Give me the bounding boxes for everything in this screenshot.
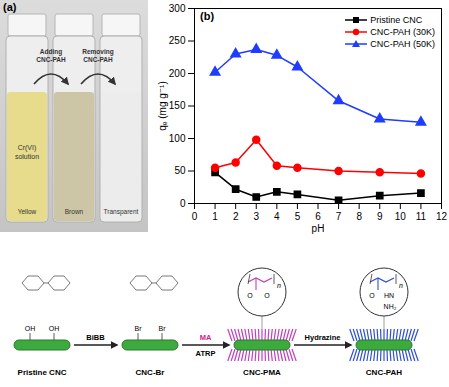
- svg-text:ATRP: ATRP: [196, 349, 216, 358]
- svg-text:pH: pH: [312, 223, 325, 234]
- svg-text:11: 11: [416, 211, 427, 222]
- svg-text:10: 10: [395, 211, 407, 222]
- svg-text:OH: OH: [25, 325, 36, 332]
- svg-text:CNC-PMA: CNC-PMA: [243, 368, 281, 377]
- svg-text:7: 7: [336, 211, 342, 222]
- svg-text:qₑ (mg g⁻¹): qₑ (mg g⁻¹): [157, 81, 168, 131]
- svg-text:Yellow: Yellow: [18, 208, 37, 215]
- html-text:(b): (b): [200, 10, 214, 22]
- svg-text:100: 100: [169, 133, 186, 144]
- svg-text:Adding: Adding: [40, 48, 62, 56]
- svg-text:150: 150: [169, 100, 186, 111]
- svg-text:CNC-Br: CNC-Br: [136, 368, 165, 377]
- svg-text:n: n: [277, 282, 281, 289]
- svg-text:Hydrazine: Hydrazine: [305, 333, 341, 342]
- svg-text:NH₂: NH₂: [384, 303, 397, 310]
- svg-text:MA: MA: [200, 333, 212, 342]
- svg-text:50: 50: [174, 165, 186, 176]
- svg-text:CNC-PAH: CNC-PAH: [36, 56, 66, 63]
- svg-text:200: 200: [169, 68, 186, 79]
- svg-text:(a): (a): [3, 1, 17, 13]
- svg-text:12: 12: [436, 211, 448, 222]
- svg-text:O: O: [264, 292, 270, 299]
- svg-text:solution: solution: [15, 153, 39, 160]
- html-text:Pristine CNC: Pristine CNC: [370, 15, 423, 25]
- html-text:CNC-PAH (50K): CNC-PAH (50K): [370, 39, 435, 49]
- svg-text:BiBB: BiBB: [86, 333, 105, 342]
- svg-text:8: 8: [356, 211, 362, 222]
- svg-text:Cr(VI): Cr(VI): [18, 144, 37, 152]
- svg-text:2: 2: [233, 211, 239, 222]
- svg-text:Brown: Brown: [65, 208, 84, 215]
- svg-text:CNC-PAH: CNC-PAH: [83, 56, 113, 63]
- svg-text:6: 6: [315, 211, 321, 222]
- svg-text:n: n: [399, 282, 403, 289]
- svg-text:CNC-PAH: CNC-PAH: [366, 368, 403, 377]
- svg-text:1: 1: [212, 211, 218, 222]
- svg-text:Pristine CNC: Pristine CNC: [18, 368, 67, 377]
- svg-text:0: 0: [180, 198, 186, 209]
- svg-text:O: O: [247, 292, 253, 299]
- svg-text:9: 9: [377, 211, 383, 222]
- svg-text:300: 300: [169, 3, 186, 14]
- svg-text:0: 0: [192, 211, 198, 222]
- svg-text:Removing: Removing: [82, 48, 113, 56]
- svg-text:4: 4: [274, 211, 280, 222]
- svg-text:OH: OH: [49, 325, 60, 332]
- svg-text:O: O: [369, 292, 375, 299]
- svg-text:3: 3: [253, 211, 259, 222]
- svg-text:250: 250: [169, 35, 186, 46]
- svg-text:HN: HN: [384, 292, 394, 299]
- svg-text:5: 5: [295, 211, 301, 222]
- html-text:CNC-PAH (30K): CNC-PAH (30K): [370, 27, 435, 37]
- svg-text:Transparent: Transparent: [104, 208, 139, 216]
- svg-text:Br: Br: [159, 325, 167, 332]
- svg-text:Br: Br: [135, 325, 143, 332]
